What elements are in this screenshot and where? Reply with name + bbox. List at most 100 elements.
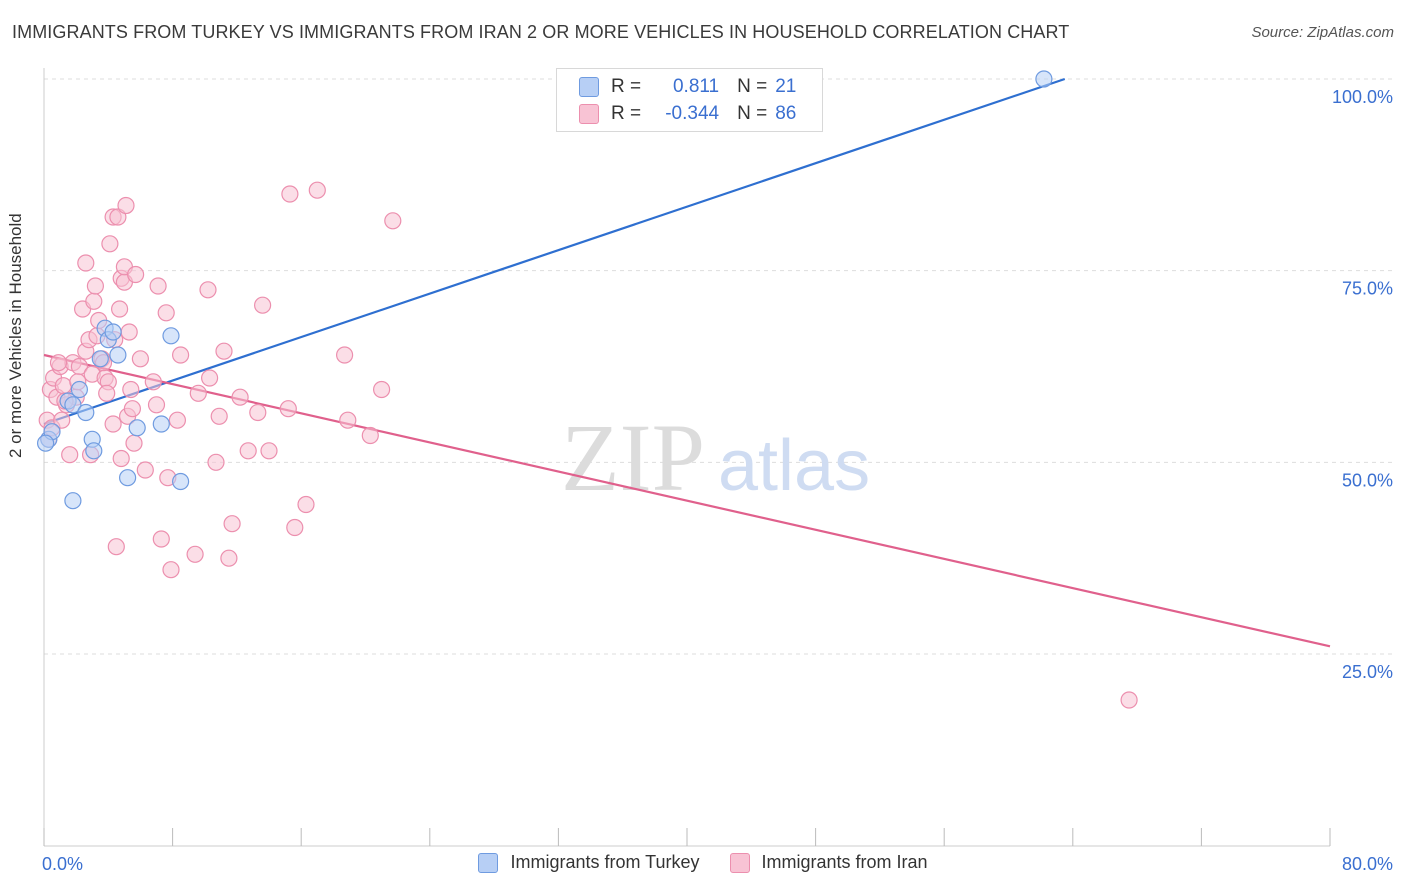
iran-point[interactable] (168, 411, 186, 429)
iran-point[interactable] (384, 212, 402, 230)
turkey-point[interactable] (118, 469, 137, 487)
iran-point[interactable] (297, 495, 315, 514)
turkey-point[interactable] (85, 442, 103, 460)
iran-swatch (579, 104, 599, 124)
iran-point[interactable] (53, 411, 71, 429)
iran-point[interactable] (127, 265, 145, 284)
turkey-point[interactable] (128, 419, 146, 437)
iran-point[interactable] (149, 277, 167, 295)
turkey-point[interactable] (172, 472, 190, 491)
iran-point[interactable] (110, 300, 129, 318)
iran-point[interactable] (112, 449, 130, 468)
y-tick-label-100: 100.0% (1332, 87, 1393, 107)
chart-title: IMMIGRANTS FROM TURKEY VS IMMIGRANTS FRO… (12, 22, 1070, 42)
iran-point[interactable] (201, 369, 219, 387)
iran-point[interactable] (101, 235, 119, 253)
turkey-point[interactable] (152, 415, 170, 433)
iran-point[interactable] (249, 403, 267, 422)
x-tick-label-0: 0.0% (42, 854, 83, 874)
turkey-legend-label: Immigrants from Turkey (510, 852, 700, 872)
iran-r-label: R = (611, 103, 642, 124)
iran-point[interactable] (220, 549, 238, 567)
turkey-point[interactable] (64, 492, 82, 510)
iran-point[interactable] (54, 377, 72, 395)
turkey-point[interactable] (162, 327, 180, 345)
iran-legend-swatch (729, 852, 750, 873)
iran-point[interactable] (144, 373, 162, 391)
iran-point[interactable] (286, 518, 304, 537)
iran-point[interactable] (85, 292, 103, 310)
stats-legend: R = 0.811 N = 21 R = -0.344 N = 86 (556, 68, 823, 132)
iran-point[interactable] (215, 342, 233, 360)
turkey-point[interactable] (70, 380, 89, 399)
turkey-point[interactable] (104, 323, 122, 341)
watermark-atlas: atlas (718, 426, 870, 506)
legend-item-turkey[interactable]: Immigrants from Turkey (478, 852, 700, 873)
iran-point[interactable] (279, 400, 297, 418)
iran-point[interactable] (152, 530, 170, 548)
iran-point[interactable] (308, 181, 326, 199)
iran-point[interactable] (239, 442, 257, 460)
turkey-trend-line (43, 77, 1066, 426)
iran-point[interactable] (186, 545, 204, 563)
iran-point[interactable] (98, 384, 116, 402)
legend-row-turkey: R = 0.811 N = 21 (579, 75, 796, 99)
series-legend: Immigrants from Turkey Immigrants from I… (0, 852, 1406, 873)
zipatlas-watermark: ZIP atlas (561, 404, 870, 511)
iran-point[interactable] (231, 388, 249, 406)
turkey-point[interactable] (109, 346, 127, 364)
turkey-point[interactable] (64, 396, 82, 414)
legend-item-iran[interactable]: Immigrants from Iran (729, 852, 928, 873)
iran-point[interactable] (104, 415, 122, 433)
iran-point[interactable] (131, 350, 149, 368)
iran-point[interactable] (122, 380, 140, 399)
iran-point[interactable] (207, 453, 225, 471)
y-tick-label-50: 50.0% (1342, 470, 1393, 490)
iran-point[interactable] (136, 461, 154, 479)
iran-point[interactable] (125, 434, 143, 452)
watermark-zip: ZIP (561, 404, 705, 511)
iran-point[interactable] (254, 296, 272, 314)
iran-point[interactable] (172, 346, 190, 364)
iran-legend-label: Immigrants from Iran (761, 852, 928, 872)
turkey-r-value: 0.811 (672, 76, 720, 97)
iran-point[interactable] (281, 185, 299, 203)
turkey-legend-swatch (478, 852, 499, 873)
iran-point[interactable] (162, 561, 180, 579)
iran-point[interactable] (123, 400, 141, 418)
iran-point[interactable] (49, 354, 68, 372)
iran-point[interactable] (199, 281, 217, 299)
iran-point[interactable] (336, 346, 354, 364)
turkey-point[interactable] (36, 434, 55, 452)
turkey-point[interactable] (77, 403, 95, 422)
iran-point[interactable] (339, 411, 357, 429)
turkey-swatch (579, 77, 599, 97)
y-tick-label-75: 75.0% (1342, 279, 1393, 299)
x-tick-label-80: 80.0% (1342, 854, 1393, 874)
iran-point[interactable] (86, 277, 105, 295)
legend-row-iran: R = -0.344 N = 86 (579, 102, 796, 126)
turkey-point[interactable] (1035, 70, 1053, 88)
iran-point[interactable] (61, 446, 79, 464)
iran-point[interactable] (1120, 691, 1138, 709)
turkey-point[interactable] (91, 350, 109, 368)
y-axis-label: 2 or more Vehicles in Household (6, 213, 25, 458)
iran-point[interactable] (107, 538, 125, 556)
iran-point[interactable] (210, 407, 228, 425)
iran-point[interactable] (361, 426, 379, 445)
iran-point[interactable] (77, 254, 95, 272)
iran-point[interactable] (260, 442, 278, 460)
iran-point[interactable] (373, 380, 391, 399)
iran-point[interactable] (147, 396, 166, 414)
iran-point[interactable] (223, 515, 241, 533)
iran-trend-line (43, 353, 1331, 648)
source-label: Source: ZipAtlas.com (1251, 24, 1394, 41)
iran-r-value: -0.344 (665, 103, 720, 124)
iran-n-label: N = (737, 103, 768, 124)
iran-point[interactable] (189, 384, 207, 402)
y-tick-label-25: 25.0% (1342, 662, 1393, 682)
iran-point[interactable] (157, 304, 175, 322)
iran-point[interactable] (120, 323, 138, 341)
iran-point[interactable] (117, 196, 135, 215)
